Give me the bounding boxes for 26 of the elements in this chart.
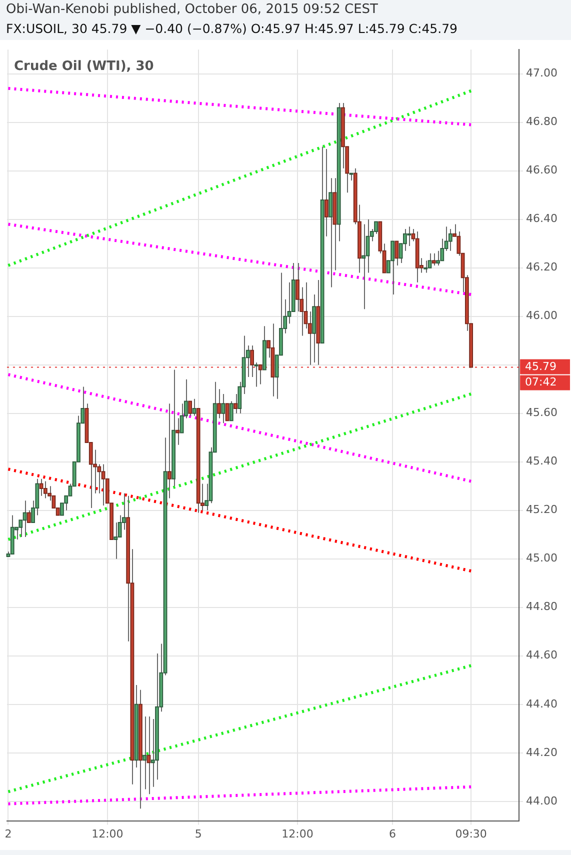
y-tick-label: 46.20 — [526, 260, 558, 274]
y-tick-label: 46.80 — [526, 115, 558, 128]
chart-title: Obi-Wan-Kenobi published, October 06, 2015 09:52 CEST — [6, 2, 378, 17]
x-tick-label: 5 — [194, 827, 202, 840]
y-tick-label: 44.40 — [526, 697, 558, 710]
text: 07:42 — [525, 376, 557, 389]
y-tick-label: 44.60 — [526, 648, 558, 662]
x-tick-label: 2 — [4, 827, 12, 840]
y-tick-label: 45.40 — [526, 454, 558, 468]
y-tick-label: 46.60 — [526, 164, 558, 177]
y-tick-label: 45.60 — [526, 406, 558, 420]
x-tick-label: 09:30 — [455, 827, 487, 840]
y-tick-label: 45.20 — [526, 503, 558, 516]
x-tick-label: 12:00 — [282, 827, 314, 840]
x-tick-label: 12:00 — [92, 827, 124, 840]
y-tick-label: 47.00 — [526, 66, 558, 80]
y-tick-label: 44.20 — [526, 746, 558, 759]
annotation: Crude Oil (WTI), 30 — [14, 58, 154, 74]
x-tick-label: 6 — [389, 827, 396, 840]
y-tick-label: 44.00 — [526, 794, 558, 808]
chart-subtitle: FX:USOIL, 30 45.79 ▼ −0.40 (−0.87%) O:45.97 H:45.97 L:45.79 C:45.79 — [6, 21, 458, 36]
ref-line-label: 45.79 — [525, 360, 556, 374]
y-tick-label: 45.00 — [526, 552, 558, 565]
y-tick-label: 46.00 — [526, 309, 558, 322]
y-tick-label: 46.40 — [526, 212, 558, 226]
y-tick-label: 44.80 — [526, 600, 558, 614]
